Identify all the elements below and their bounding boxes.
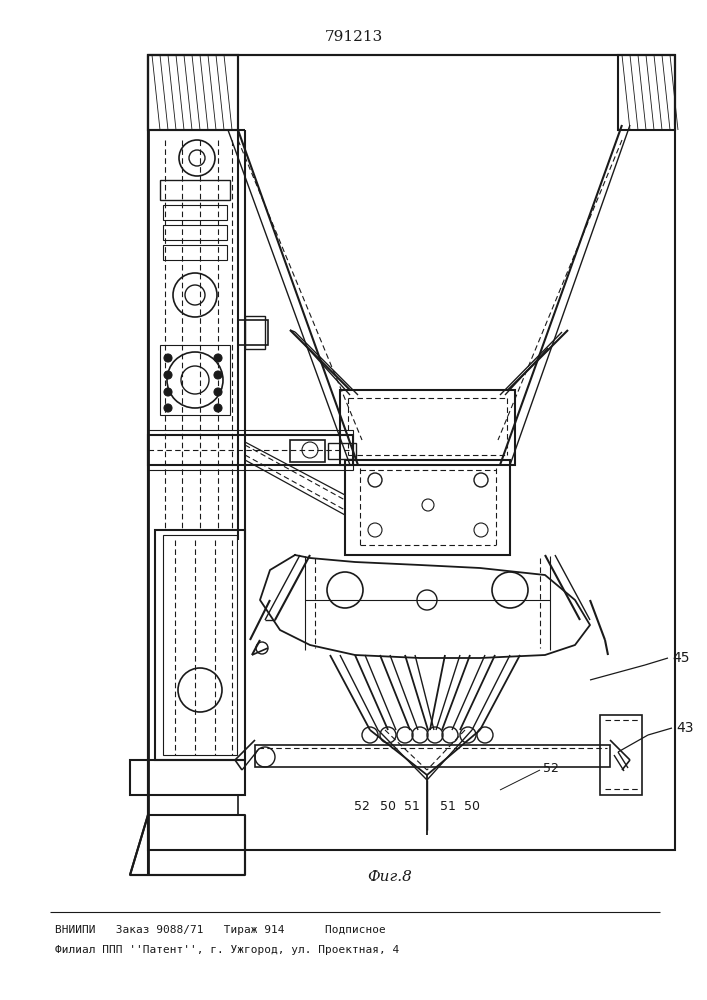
Bar (163, 245, 227, 260)
Circle shape (164, 404, 172, 412)
Bar (148, 55, 238, 130)
Bar (160, 345, 230, 415)
Bar (245, 316, 265, 349)
Bar (148, 435, 353, 465)
Text: Фиг.8: Фиг.8 (368, 870, 412, 884)
Circle shape (164, 371, 172, 379)
Circle shape (164, 388, 172, 396)
Text: ВНИИПИ   Заказ 9088/71   Тираж 914      Подписное: ВНИИПИ Заказ 9088/71 Тираж 914 Подписное (55, 925, 386, 935)
Bar (238, 320, 268, 345)
Bar (130, 760, 245, 795)
Circle shape (214, 388, 222, 396)
Bar (160, 180, 230, 200)
Text: 52: 52 (354, 800, 370, 813)
Text: 50: 50 (464, 800, 480, 813)
Text: 51: 51 (404, 800, 420, 813)
Bar (340, 390, 515, 465)
Bar (148, 55, 238, 130)
Bar (163, 535, 237, 755)
Bar (148, 430, 353, 470)
Text: 51: 51 (440, 800, 456, 813)
Bar (163, 225, 227, 240)
Circle shape (214, 371, 222, 379)
Bar (600, 715, 642, 795)
Circle shape (214, 354, 222, 362)
Bar (155, 530, 245, 760)
Text: 43: 43 (676, 721, 694, 735)
Polygon shape (130, 815, 245, 875)
Bar (345, 460, 510, 555)
Text: 50: 50 (380, 800, 396, 813)
Text: 45: 45 (672, 651, 689, 665)
Bar (255, 745, 610, 767)
Bar (163, 205, 227, 220)
Text: Филиал ППП ''Патент'', г. Ужгород, ул. Проектная, 4: Филиал ППП ''Патент'', г. Ужгород, ул. П… (55, 945, 399, 955)
Bar (618, 55, 675, 130)
Bar (328, 443, 356, 459)
Text: 791213: 791213 (325, 30, 383, 44)
Circle shape (214, 404, 222, 412)
Bar (290, 440, 325, 462)
Bar (148, 795, 238, 815)
Bar (148, 55, 675, 850)
Text: 52: 52 (543, 762, 559, 774)
Circle shape (164, 354, 172, 362)
